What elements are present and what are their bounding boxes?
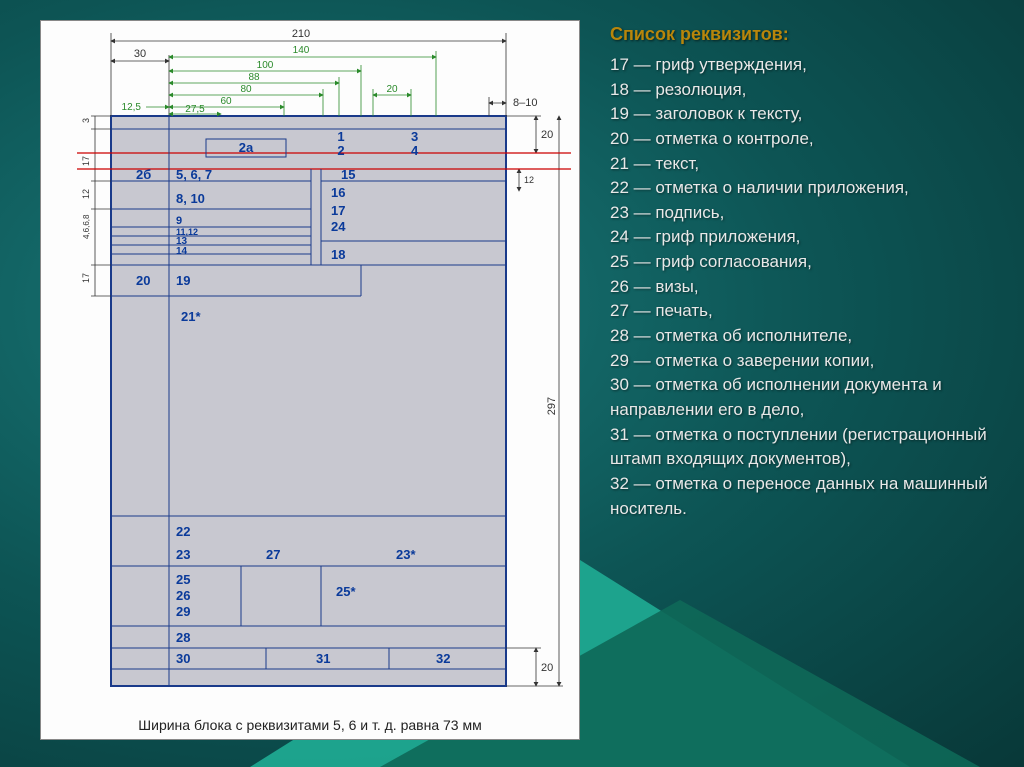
f-2: 2 <box>337 143 344 158</box>
f-23: 23 <box>176 547 190 562</box>
list-item: 32 — отметка о переносе данных на машинн… <box>610 472 1004 521</box>
f-21: 21* <box>181 309 201 324</box>
f-20: 20 <box>136 273 150 288</box>
list-item: 22 — отметка о наличии приложения, <box>610 176 1004 201</box>
diagram-caption: Ширина блока с реквизитами 5, 6 и т. д. … <box>41 717 579 733</box>
dim-right-gap: 8–10 <box>513 97 537 109</box>
f-23s: 23* <box>396 547 416 562</box>
list-item: 30 — отметка об исполнении документа и н… <box>610 373 1004 422</box>
form-layout-diagram: 210 30 140 100 88 80 60 12,5 27,5 20 <box>41 21 581 741</box>
list-item: 29 — отметка о заверении копии, <box>610 349 1004 374</box>
f-3: 3 <box>411 129 418 144</box>
dim-g-27-5: 27,5 <box>185 104 205 115</box>
diml-12: 12 <box>81 189 91 199</box>
f-29: 29 <box>176 604 190 619</box>
list-item: 28 — отметка об исполнителе, <box>610 324 1004 349</box>
f-19: 19 <box>176 273 190 288</box>
list-item: 18 — резолюция, <box>610 78 1004 103</box>
f-32: 32 <box>436 651 450 666</box>
f-30: 30 <box>176 651 190 666</box>
list-item: 31 — отметка о поступлении (регистрацион… <box>610 423 1004 472</box>
diml-17: 17 <box>81 156 91 166</box>
dim-g-60: 60 <box>220 96 232 107</box>
f-9: 9 <box>176 215 182 227</box>
page-rect <box>111 116 506 686</box>
f-26: 26 <box>176 588 190 603</box>
dim-height: 297 <box>546 397 558 415</box>
f-2a: 2а <box>239 140 254 155</box>
f-18: 18 <box>331 247 345 262</box>
dim-width: 210 <box>292 28 310 40</box>
list-item: 24 — гриф приложения, <box>610 225 1004 250</box>
diml-17b: 17 <box>81 273 91 283</box>
dim-g-100: 100 <box>257 60 274 71</box>
dim-g-12-5: 12,5 <box>122 102 142 113</box>
f-15: 15 <box>341 167 355 182</box>
f-24: 24 <box>331 219 346 234</box>
list-title: Список реквизитов: <box>610 24 1004 45</box>
dim-bot-margin: 20 <box>541 662 553 674</box>
dim-g-140: 140 <box>293 45 310 56</box>
list-item: 26 — визы, <box>610 275 1004 300</box>
list-item: 27 — печать, <box>610 299 1004 324</box>
f-17: 17 <box>331 203 345 218</box>
diml-3: 3 <box>81 118 91 123</box>
f-25s: 25* <box>336 584 356 599</box>
f-810: 8, 10 <box>176 191 205 206</box>
dim-g-88: 88 <box>248 72 260 83</box>
f-31: 31 <box>316 651 330 666</box>
list-item: 23 — подпись, <box>610 201 1004 226</box>
list-item: 20 — отметка о контроле, <box>610 127 1004 152</box>
f-2b: 2б <box>136 167 151 182</box>
f-14: 14 <box>176 246 188 257</box>
f-27: 27 <box>266 547 280 562</box>
list-item: 19 — заголовок к тексту, <box>610 102 1004 127</box>
requisites-list: Список реквизитов: 17 — гриф утверждения… <box>610 20 1004 740</box>
list-item: 17 — гриф утверждения, <box>610 53 1004 78</box>
f-22: 22 <box>176 524 190 539</box>
dim-g-20: 20 <box>386 84 398 95</box>
dim-g-80: 80 <box>240 84 252 95</box>
f-25: 25 <box>176 572 190 587</box>
dim-12: 12 <box>524 175 534 185</box>
diagram-panel: 210 30 140 100 88 80 60 12,5 27,5 20 <box>40 20 580 740</box>
f-28: 28 <box>176 630 190 645</box>
diml-4668: 4,6,6,8 <box>82 214 91 239</box>
dim-left-margin: 30 <box>134 48 146 60</box>
list-item: 25 — гриф согласования, <box>610 250 1004 275</box>
list-item: 21 — текст, <box>610 152 1004 177</box>
dim-top-margin: 20 <box>541 129 553 141</box>
f-4: 4 <box>411 143 419 158</box>
f-567: 5, 6, 7 <box>176 167 212 182</box>
f-1: 1 <box>337 129 344 144</box>
f-16: 16 <box>331 185 345 200</box>
